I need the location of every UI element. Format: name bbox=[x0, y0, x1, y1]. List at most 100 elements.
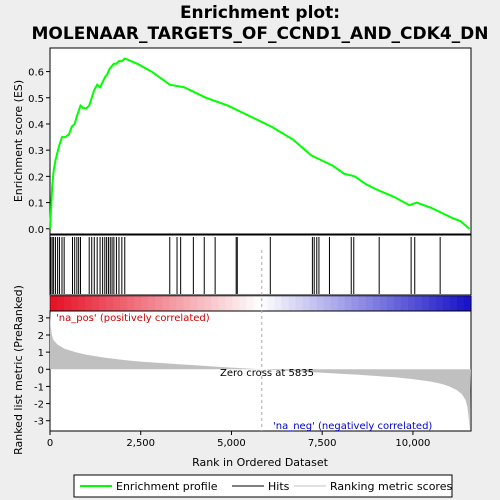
metric-y-tick-label: 1 bbox=[38, 348, 44, 359]
color-bar-segment bbox=[288, 296, 297, 311]
color-bar-segment bbox=[239, 296, 248, 311]
chart-title-line2: MOLENAAR_TARGETS_OF_CCND1_AND_CDK4_DN bbox=[32, 24, 489, 44]
color-bar-segment bbox=[309, 296, 318, 311]
color-bar-segment bbox=[106, 296, 114, 311]
es-y-tick-label: 0.6 bbox=[28, 68, 44, 79]
color-bar-segment bbox=[456, 296, 465, 311]
legend-enrichment-label: Enrichment profile bbox=[116, 480, 218, 493]
metric-y-ticks: -3 -2 -1 0 1 2 3 bbox=[34, 314, 50, 428]
rank-color-bar bbox=[49, 295, 472, 312]
metric-y-axis-label: Ranked list metric (PreRanked) bbox=[12, 285, 25, 455]
color-bar-segment bbox=[246, 296, 255, 311]
es-y-tick-label: 0.1 bbox=[28, 199, 44, 210]
es-y-tick-label: 0.4 bbox=[28, 120, 44, 131]
positive-correlation-label: 'na_pos' (positively correlated) bbox=[56, 313, 210, 324]
color-bar-segment bbox=[99, 296, 107, 311]
color-bar-segment bbox=[400, 296, 409, 311]
zero-cross-label: Zero cross at 5835 bbox=[220, 368, 314, 379]
es-y-axis-label: Enrichment score (ES) bbox=[12, 80, 25, 202]
color-bar-segment bbox=[176, 296, 184, 311]
enrichment-profile-line bbox=[49, 57, 471, 230]
metric-y-tick-label: 2 bbox=[38, 331, 44, 342]
es-y-tick-label: 0.5 bbox=[28, 94, 44, 105]
chart-title-line1: Enrichment plot: bbox=[180, 3, 340, 23]
color-bar-segment bbox=[134, 296, 142, 311]
legend-metric-label: Ranking metric scores bbox=[330, 480, 452, 493]
color-bar-segment bbox=[204, 296, 212, 311]
color-bar-segment bbox=[407, 296, 416, 311]
color-bar-segment bbox=[358, 296, 367, 311]
color-bar-segment bbox=[197, 296, 205, 311]
color-bar-segment bbox=[71, 296, 79, 311]
es-y-tick-label: 0.0 bbox=[28, 225, 44, 236]
es-y-ticks: 0.0 0.1 0.2 0.3 0.4 0.5 0.6 bbox=[28, 68, 50, 236]
color-bar-segment bbox=[316, 296, 325, 311]
color-bar-segment bbox=[323, 296, 332, 311]
color-bar-segment bbox=[169, 296, 177, 311]
x-tick-label: 7,500 bbox=[308, 438, 337, 449]
color-bar-segment bbox=[64, 296, 72, 311]
color-bar-segment bbox=[414, 296, 423, 311]
color-bar-segment bbox=[92, 296, 100, 311]
metric-y-tick-label: 3 bbox=[38, 314, 44, 325]
color-bar-segment bbox=[337, 296, 346, 311]
color-bar-segment bbox=[393, 296, 402, 311]
color-bar-segment bbox=[449, 296, 458, 311]
color-bar-segment bbox=[295, 296, 304, 311]
color-bar-segment bbox=[113, 296, 121, 311]
x-tick-label: 5,000 bbox=[217, 438, 246, 449]
hit-markers bbox=[50, 237, 441, 294]
es-y-tick-label: 0.3 bbox=[28, 146, 44, 157]
color-bar-segment bbox=[148, 296, 156, 311]
legend-hits-label: Hits bbox=[268, 480, 290, 493]
color-bar-segment bbox=[386, 296, 395, 311]
color-bar-segment bbox=[267, 296, 276, 311]
color-bar-segment bbox=[463, 296, 472, 311]
x-tick-label: 10,000 bbox=[395, 438, 430, 449]
hits-panel-frame bbox=[49, 234, 472, 296]
color-bar-segment bbox=[421, 296, 430, 311]
color-bar-segment bbox=[50, 296, 58, 311]
color-bar-segment bbox=[253, 296, 262, 311]
color-bar-segment bbox=[190, 296, 198, 311]
color-bar-segment bbox=[344, 296, 353, 311]
color-bar-segment bbox=[372, 296, 381, 311]
es-y-tick-label: 0.2 bbox=[28, 172, 44, 183]
ranking-metric-area bbox=[50, 311, 471, 431]
x-tick-label: 2,500 bbox=[126, 438, 155, 449]
metric-y-tick-label: 0 bbox=[38, 365, 44, 376]
color-bar-segment bbox=[120, 296, 128, 311]
metric-y-tick-label: -1 bbox=[34, 382, 44, 393]
color-bar-segment bbox=[281, 296, 290, 311]
color-bar-segment bbox=[428, 296, 437, 311]
color-bar-segment bbox=[155, 296, 163, 311]
color-bar-segment bbox=[351, 296, 360, 311]
color-bar-segment bbox=[232, 296, 241, 311]
color-bar-segment bbox=[225, 296, 234, 311]
color-bar-segment bbox=[365, 296, 374, 311]
color-bar-segment bbox=[85, 296, 93, 311]
color-bar-segment bbox=[330, 296, 339, 311]
x-tick-label: 0 bbox=[47, 438, 53, 449]
color-bar-segment bbox=[260, 296, 269, 311]
color-bar-segment bbox=[57, 296, 65, 311]
color-bar-segment bbox=[302, 296, 311, 311]
color-bar-segment bbox=[183, 296, 191, 311]
color-bar-segment bbox=[435, 296, 444, 311]
color-bar-segment bbox=[78, 296, 86, 311]
rank-x-ticks: 0 2,500 5,000 7,500 10,000 bbox=[47, 431, 430, 449]
color-bar-segment bbox=[211, 296, 219, 311]
color-bar-segment bbox=[141, 296, 149, 311]
es-panel-frame bbox=[49, 47, 472, 235]
color-bar-segment bbox=[442, 296, 451, 311]
negative-correlation-label: 'na_neg' (negatively correlated) bbox=[273, 421, 432, 432]
color-bar-segment bbox=[162, 296, 170, 311]
color-bar-segment bbox=[379, 296, 388, 311]
color-bar-segment bbox=[274, 296, 283, 311]
metric-y-tick-label: -2 bbox=[34, 400, 44, 411]
color-bar-segment bbox=[218, 296, 227, 311]
x-axis-label: Rank in Ordered Dataset bbox=[192, 456, 329, 469]
metric-y-tick-label: -3 bbox=[34, 417, 44, 428]
color-bar-segment bbox=[127, 296, 135, 311]
